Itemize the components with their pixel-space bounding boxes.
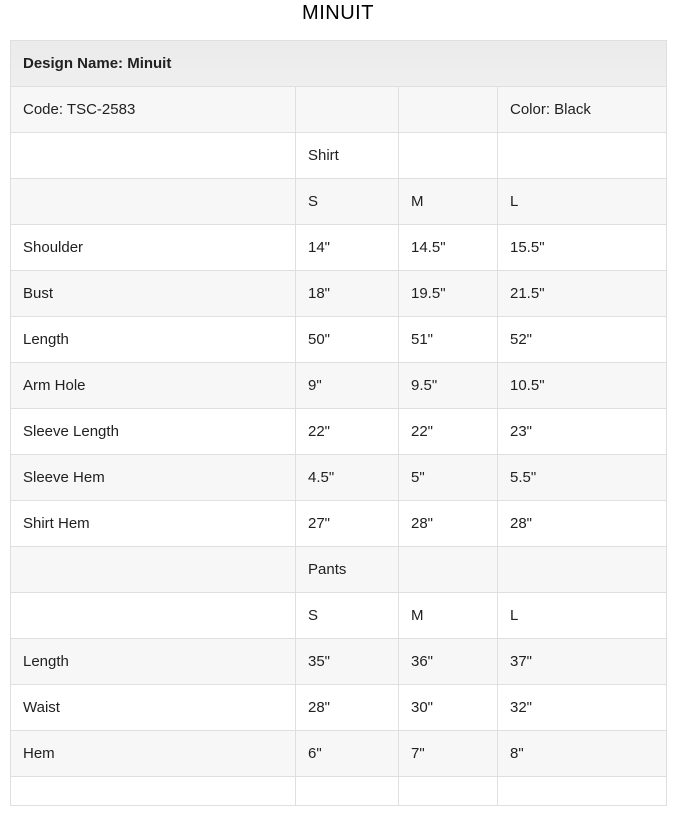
measurement-label: Shirt Hem xyxy=(10,500,296,547)
measurement-value: 23" xyxy=(496,408,668,455)
measurement-value: 32" xyxy=(496,684,668,731)
empty-cell xyxy=(398,546,498,593)
measurement-value: 18" xyxy=(295,270,399,317)
table-row: Waist 28" 30" 32" xyxy=(10,684,668,731)
section-title-cell: Shirt xyxy=(295,132,399,179)
size-header-row-shirt: S M L xyxy=(10,178,668,225)
section-row-pants: Pants xyxy=(10,546,668,593)
size-s-cell: S xyxy=(295,178,399,225)
size-l-cell: L xyxy=(496,592,668,639)
measurement-value: 9" xyxy=(295,362,399,409)
measurement-value: 5.5" xyxy=(496,454,668,501)
design-name-row: Design Name: Minuit xyxy=(9,40,668,87)
table-row: Length 35" 36" 37" xyxy=(10,638,668,685)
measurement-value: 4.5" xyxy=(295,454,399,501)
measurement-label: Sleeve Length xyxy=(10,408,296,455)
measurement-value: 22" xyxy=(398,408,498,455)
measurement-value: 50" xyxy=(295,316,399,363)
empty-cell xyxy=(10,592,296,639)
measurement-value: 30" xyxy=(398,684,498,731)
page-title: MINUIT xyxy=(302,2,374,24)
measurement-label: Arm Hole xyxy=(10,362,296,409)
measurement-value: 10.5" xyxy=(496,362,668,409)
measurement-value: 28" xyxy=(398,500,498,547)
size-m-cell: M xyxy=(398,178,498,225)
size-s-cell: S xyxy=(295,592,399,639)
measurement-label: Waist xyxy=(10,684,296,731)
size-chart-table: Design Name: Minuit Code: TSC-2583 Color… xyxy=(9,40,668,806)
measurement-value: 36" xyxy=(398,638,498,685)
table-row: Hem 6" 7" 8" xyxy=(10,730,668,777)
empty-cell xyxy=(496,776,668,806)
measurement-label: Length xyxy=(10,316,296,363)
empty-cell xyxy=(398,132,498,179)
measurement-value: 9.5" xyxy=(398,362,498,409)
empty-cell xyxy=(295,776,399,806)
size-l-cell: L xyxy=(496,178,668,225)
measurement-label: Sleeve Hem xyxy=(10,454,296,501)
empty-cell xyxy=(496,132,668,179)
measurement-value: 37" xyxy=(496,638,668,685)
section-title-cell: Pants xyxy=(295,546,399,593)
color-cell: Color: Black xyxy=(496,86,668,133)
table-row: Shoulder 14" 14.5" 15.5" xyxy=(10,224,668,271)
measurement-value: 15.5" xyxy=(496,224,668,271)
measurement-value: 35" xyxy=(295,638,399,685)
table-row: Bust 18" 19.5" 21.5" xyxy=(10,270,668,317)
table-row: Sleeve Length 22" 22" 23" xyxy=(10,408,668,455)
measurement-value: 52" xyxy=(496,316,668,363)
table-row: Arm Hole 9" 9.5" 10.5" xyxy=(10,362,668,409)
table-row: Sleeve Hem 4.5" 5" 5.5" xyxy=(10,454,668,501)
empty-cell xyxy=(398,86,498,133)
measurement-value: 7" xyxy=(398,730,498,777)
code-color-row: Code: TSC-2583 Color: Black xyxy=(10,86,668,133)
empty-cell xyxy=(398,776,498,806)
size-m-cell: M xyxy=(398,592,498,639)
table-row: Length 50" 51" 52" xyxy=(10,316,668,363)
empty-cell xyxy=(10,546,296,593)
empty-cell xyxy=(496,546,668,593)
table-row: Shirt Hem 27" 28" 28" xyxy=(10,500,668,547)
measurement-value: 6" xyxy=(295,730,399,777)
empty-cell xyxy=(10,132,296,179)
measurement-value: 14.5" xyxy=(398,224,498,271)
measurement-value: 28" xyxy=(295,684,399,731)
measurement-label: Hem xyxy=(10,730,296,777)
empty-row xyxy=(10,776,668,806)
measurement-value: 8" xyxy=(496,730,668,777)
measurement-value: 14" xyxy=(295,224,399,271)
section-row-shirt: Shirt xyxy=(10,132,668,179)
empty-cell xyxy=(295,86,399,133)
design-name-cell: Design Name: Minuit xyxy=(9,40,668,87)
measurement-value: 51" xyxy=(398,316,498,363)
measurement-value: 5" xyxy=(398,454,498,501)
measurement-label: Shoulder xyxy=(10,224,296,271)
measurement-value: 27" xyxy=(295,500,399,547)
code-cell: Code: TSC-2583 xyxy=(10,86,296,133)
measurement-value: 28" xyxy=(496,500,668,547)
empty-cell xyxy=(10,776,296,806)
measurement-label: Length xyxy=(10,638,296,685)
measurement-value: 22" xyxy=(295,408,399,455)
empty-cell xyxy=(10,178,296,225)
size-header-row-pants: S M L xyxy=(10,592,668,639)
measurement-value: 21.5" xyxy=(496,270,668,317)
measurement-label: Bust xyxy=(10,270,296,317)
measurement-value: 19.5" xyxy=(398,270,498,317)
